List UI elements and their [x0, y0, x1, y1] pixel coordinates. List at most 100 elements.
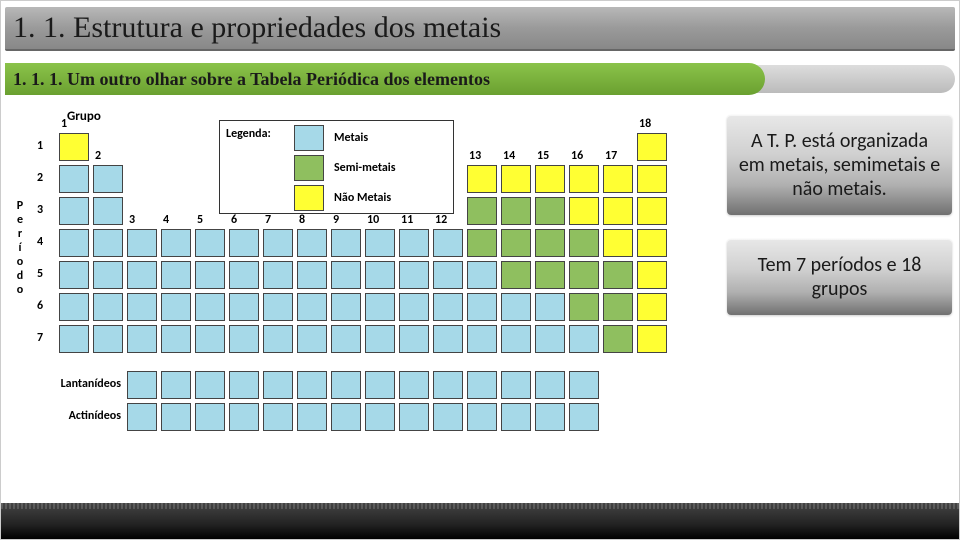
pt-cell — [467, 403, 497, 431]
footer-stripe — [1, 503, 959, 539]
pt-cell — [161, 293, 191, 321]
pt-cell — [603, 261, 633, 289]
pt-cell — [93, 197, 123, 225]
group-label: 14 — [503, 149, 515, 163]
group-label: 11 — [401, 213, 413, 227]
pt-cell — [569, 293, 599, 321]
pt-cell — [399, 403, 429, 431]
pt-cell — [433, 371, 463, 399]
legend-label-nonmetal: Não Metais — [334, 191, 391, 205]
pt-cell — [59, 133, 89, 161]
pt-cell — [501, 371, 531, 399]
pt-cell — [263, 229, 293, 257]
pt-cell — [297, 325, 327, 353]
pt-cell — [195, 371, 225, 399]
group-label: 13 — [469, 149, 481, 163]
legend-swatch-metal — [294, 125, 324, 151]
title-bar: 1. 1. Estrutura e propriedades dos metai… — [5, 7, 955, 51]
pt-cell — [535, 293, 565, 321]
pt-cell — [93, 261, 123, 289]
pt-cell — [433, 293, 463, 321]
pt-cell — [331, 403, 361, 431]
pt-cell — [195, 403, 225, 431]
page-title: 1. 1. Estrutura e propriedades dos metai… — [13, 11, 947, 45]
pt-cell — [297, 293, 327, 321]
pt-cell — [569, 261, 599, 289]
pt-cell — [535, 325, 565, 353]
pt-cell — [535, 371, 565, 399]
pt-cell — [501, 197, 531, 225]
page-subtitle: 1. 1. 1. Um outro olhar sobre a Tabela P… — [13, 69, 490, 90]
pt-cell — [161, 261, 191, 289]
legend-label-metal: Metais — [334, 131, 368, 145]
pt-cell — [535, 197, 565, 225]
pt-cell — [399, 371, 429, 399]
pt-cell — [467, 197, 497, 225]
pt-cell — [501, 261, 531, 289]
pt-cell — [161, 325, 191, 353]
pt-cell — [467, 371, 497, 399]
pt-cell — [195, 261, 225, 289]
pt-cell — [433, 325, 463, 353]
period-label: 3 — [37, 203, 43, 217]
pt-cell — [399, 293, 429, 321]
pt-cell — [637, 165, 667, 193]
group-label: 4 — [163, 213, 169, 227]
group-label: 18 — [639, 117, 651, 131]
pt-cell — [637, 325, 667, 353]
pt-cell — [263, 293, 293, 321]
pt-cell — [365, 403, 395, 431]
pt-cell — [433, 403, 463, 431]
pt-cell — [229, 325, 259, 353]
pt-cell — [433, 261, 463, 289]
pt-cell — [467, 165, 497, 193]
group-label: 7 — [265, 213, 271, 227]
pt-cell — [603, 229, 633, 257]
pt-cell — [229, 293, 259, 321]
pt-cell — [399, 261, 429, 289]
pt-cell — [501, 293, 531, 321]
legend-label-semimetal: Semi-metais — [334, 161, 396, 175]
legend-title: Legenda: — [226, 127, 271, 141]
period-label: 6 — [37, 299, 43, 313]
pt-cell — [569, 325, 599, 353]
group-label: 10 — [367, 213, 379, 227]
group-label: 16 — [571, 149, 583, 163]
pt-cell — [195, 325, 225, 353]
pt-cell — [263, 403, 293, 431]
pt-cell — [637, 197, 667, 225]
group-label: 8 — [299, 213, 305, 227]
pt-cell — [603, 293, 633, 321]
pt-cell — [263, 371, 293, 399]
pt-cell — [501, 403, 531, 431]
actinide-label: Actinídeos — [49, 409, 121, 423]
pt-cell — [501, 229, 531, 257]
pt-cell — [535, 403, 565, 431]
pt-cell — [637, 229, 667, 257]
axis-period-label: Período — [15, 199, 25, 297]
pt-cell — [127, 403, 157, 431]
pt-cell — [127, 325, 157, 353]
legend-box: Legenda: Metais Semi-metais Não Metais — [219, 120, 454, 214]
period-label: 5 — [37, 267, 43, 281]
pt-cell — [331, 325, 361, 353]
pt-cell — [365, 293, 395, 321]
info-box-2: Tem 7 períodos e 18 grupos — [727, 239, 952, 315]
pt-cell — [229, 261, 259, 289]
pt-cell — [467, 261, 497, 289]
pt-cell — [263, 261, 293, 289]
legend-swatch-nonmetal — [294, 185, 324, 211]
period-label: 1 — [37, 139, 43, 153]
pt-cell — [161, 229, 191, 257]
pt-cell — [297, 403, 327, 431]
pt-cell — [603, 165, 633, 193]
pt-cell — [637, 293, 667, 321]
pt-cell — [331, 293, 361, 321]
info-box-1: A T. P. está organizada em metais, semim… — [727, 115, 952, 215]
pt-cell — [229, 229, 259, 257]
group-label: 15 — [537, 149, 549, 163]
pt-cell — [161, 371, 191, 399]
pt-cell — [59, 261, 89, 289]
pt-cell — [535, 165, 565, 193]
pt-cell — [467, 293, 497, 321]
